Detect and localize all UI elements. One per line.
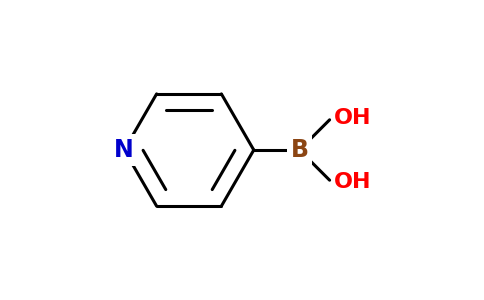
Text: B: B <box>290 138 308 162</box>
Text: OH: OH <box>334 108 372 128</box>
Text: N: N <box>114 138 134 162</box>
Text: OH: OH <box>334 172 372 192</box>
